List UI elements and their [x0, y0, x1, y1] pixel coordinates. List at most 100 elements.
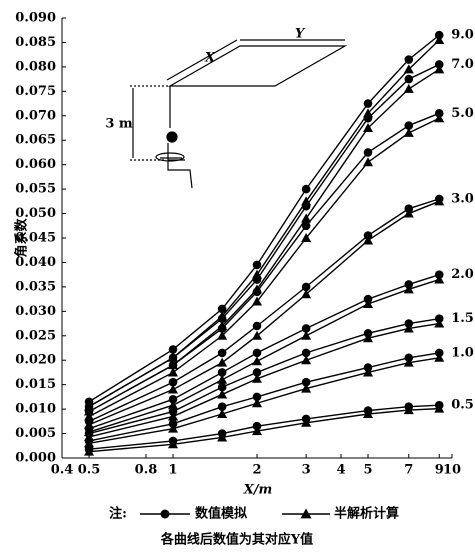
x-tick-label: 0.8	[135, 463, 158, 478]
curve-label: 1.5	[451, 311, 474, 326]
ana-point	[434, 64, 445, 74]
y-tick-label: 0.045	[15, 231, 56, 246]
sim-point	[363, 99, 373, 108]
sim-point	[404, 55, 414, 64]
sim-point	[252, 260, 262, 270]
sim-point	[168, 353, 178, 363]
ana-point	[403, 208, 414, 218]
sim-point	[301, 184, 311, 194]
ana-point	[434, 318, 445, 328]
y-tick-label: 0.025	[15, 328, 56, 343]
ana-point	[217, 357, 228, 367]
ana-point	[363, 367, 374, 377]
ana-point	[168, 384, 179, 394]
y-tick-label: 0.085	[15, 35, 56, 50]
curve-line	[88, 317, 440, 435]
ana-point	[403, 64, 414, 74]
sim-point	[301, 324, 311, 333]
ana-point	[363, 235, 374, 245]
ana-point	[403, 405, 414, 415]
y-tick-label: 0.005	[15, 426, 56, 441]
y-tick-label: 0.010	[15, 402, 56, 417]
curve-line	[88, 322, 440, 438]
sim-point	[217, 324, 227, 333]
y-tick-label: 0.020	[15, 353, 56, 368]
sim-point	[217, 402, 227, 411]
ana-point	[301, 233, 312, 242]
ana-point	[301, 383, 312, 393]
y-tick-label: 0.075	[15, 84, 56, 99]
x-tick-label: 9	[435, 463, 444, 478]
y-tick-label: 0.015	[15, 377, 56, 392]
ana-point	[434, 403, 445, 413]
caption: 各曲线后数值为其对应Y值	[160, 532, 313, 548]
x-axis-label: X/m	[243, 483, 273, 498]
sim-point	[404, 121, 414, 130]
curve-line	[88, 357, 440, 445]
curve-line	[88, 404, 440, 450]
inset-x-label: X	[204, 51, 216, 66]
ana-point	[403, 83, 414, 93]
ana-point	[252, 373, 262, 383]
inset-dim	[166, 39, 238, 81]
ana-point	[168, 400, 179, 410]
sim-point	[404, 74, 414, 84]
sim-point	[168, 360, 178, 370]
sim-point	[301, 348, 311, 358]
curve-label: 7.0	[451, 57, 474, 72]
curve-line	[88, 352, 440, 442]
x-tick-label: 0.5	[78, 463, 101, 478]
ana-point	[168, 439, 179, 449]
legend-label: 数值模拟	[195, 506, 247, 522]
x-tick-label: 5	[363, 463, 372, 478]
inset-y-label: Y	[295, 27, 306, 42]
sim-point	[301, 221, 311, 231]
ana-point	[403, 357, 414, 367]
curve-line	[88, 112, 440, 413]
ana-point	[84, 438, 95, 448]
sim-point	[252, 321, 262, 331]
ana-point	[217, 330, 228, 340]
legend-label: 半解析计算	[334, 506, 399, 522]
sim-point	[217, 304, 227, 314]
sim-point	[301, 377, 311, 387]
inset-height-label: 3 m	[105, 117, 133, 132]
sim-point	[168, 395, 178, 404]
curve-label: 5.0	[451, 106, 474, 121]
ana-point	[301, 330, 312, 340]
ana-point	[301, 213, 312, 223]
sim-point	[217, 314, 227, 323]
x-tick-label: 1	[168, 463, 177, 478]
ana-point	[252, 296, 262, 306]
ana-point	[168, 367, 179, 377]
curve-line	[88, 34, 440, 403]
sim-point	[363, 148, 373, 157]
ana-point	[168, 423, 179, 433]
curve-line	[88, 200, 440, 426]
curve-line	[88, 274, 440, 430]
legend-note: 注:	[109, 506, 127, 522]
sim-point	[168, 377, 178, 387]
sim-point	[217, 368, 227, 377]
y-tick-label: 0.090	[15, 11, 56, 26]
x-tick-label: 7	[404, 463, 413, 478]
ana-point	[217, 374, 228, 384]
ana-point	[252, 426, 262, 436]
ana-point	[84, 446, 95, 456]
ana-point	[252, 356, 262, 366]
ana-point	[434, 35, 445, 44]
x-tick-label: 0.4	[51, 463, 74, 478]
curve-line	[88, 198, 440, 422]
ana-point	[363, 123, 374, 132]
ana-point	[434, 352, 445, 362]
ana-point	[252, 398, 262, 408]
ana-point	[217, 389, 228, 399]
sim-point	[168, 345, 178, 354]
sim-point	[363, 113, 373, 123]
ana-point	[217, 432, 228, 442]
curve-line	[88, 407, 440, 453]
x-tick-label: 10	[443, 463, 461, 478]
y-tick-label: 0.060	[15, 157, 56, 172]
y-tick-label: 0.070	[15, 108, 56, 123]
y-tick-label: 0.040	[15, 255, 56, 270]
